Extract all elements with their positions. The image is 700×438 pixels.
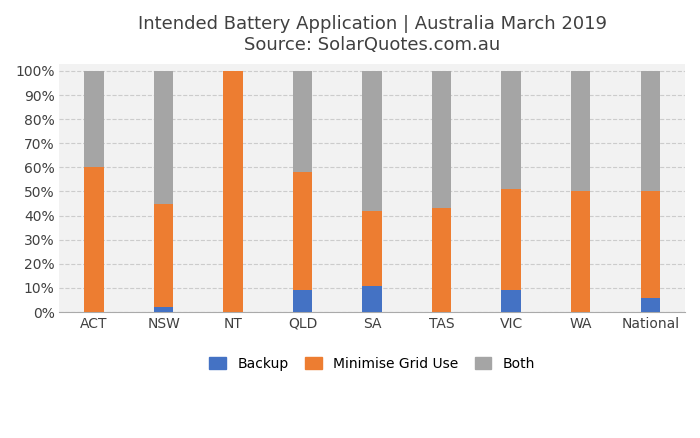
Bar (363, 211, 382, 286)
Bar (154, 71, 174, 204)
Bar (85, 167, 104, 312)
Bar (501, 71, 521, 189)
Bar (85, 71, 104, 167)
Bar (571, 71, 591, 191)
Bar (501, 290, 521, 312)
Bar (154, 307, 174, 312)
Bar (154, 204, 174, 307)
Bar (223, 71, 243, 312)
Bar (363, 71, 382, 211)
Bar (640, 297, 660, 312)
Bar (363, 286, 382, 312)
Legend: Backup, Minimise Grid Use, Both: Backup, Minimise Grid Use, Both (204, 351, 540, 376)
Bar (640, 71, 660, 191)
Title: Intended Battery Application | Australia March 2019
Source: SolarQuotes.com.au: Intended Battery Application | Australia… (138, 15, 607, 54)
Bar (293, 290, 312, 312)
Bar (571, 191, 591, 312)
Bar (293, 71, 312, 172)
Bar (432, 71, 452, 208)
Bar (501, 189, 521, 290)
Bar (293, 172, 312, 290)
Bar (640, 191, 660, 297)
Bar (432, 208, 452, 312)
